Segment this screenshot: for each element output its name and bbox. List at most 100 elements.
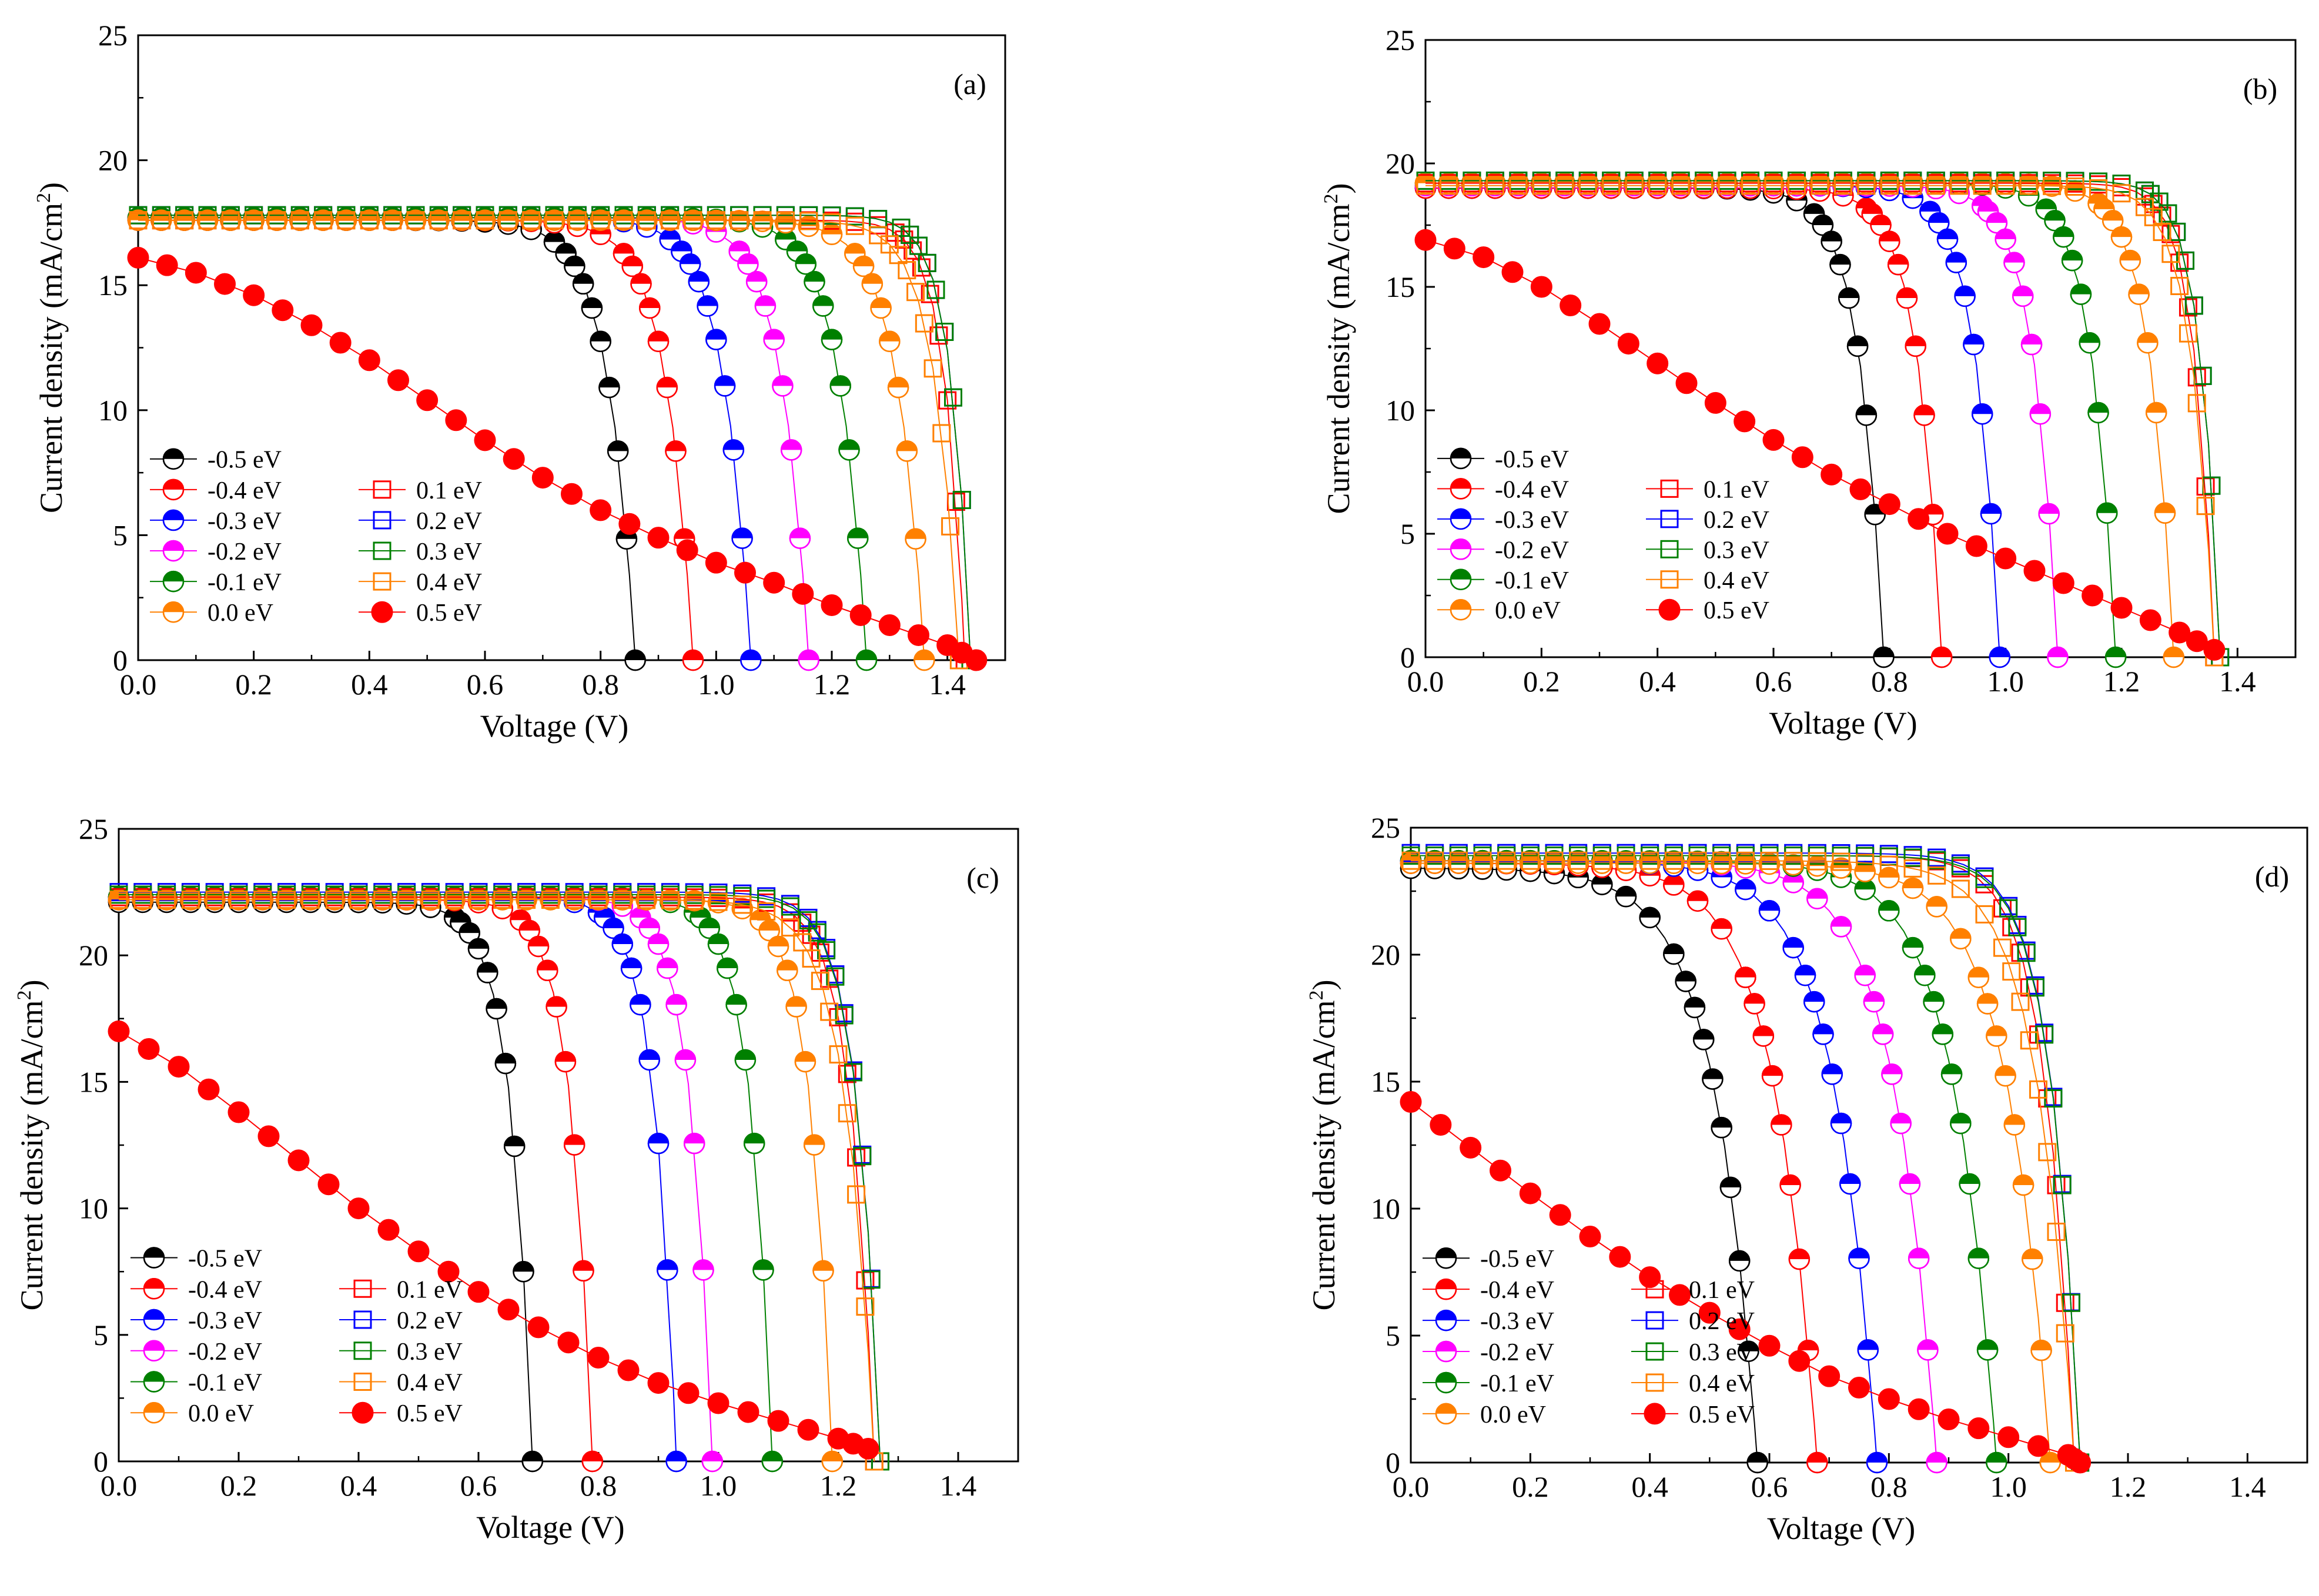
data-point (1995, 1065, 2016, 1087)
legend-label: 0.3 eV (1689, 1339, 1755, 1366)
data-point (527, 935, 550, 958)
data-point (1857, 176, 1876, 195)
data-point (1976, 993, 1999, 1015)
y-axis-title: Current density (mA/cm2) (14, 980, 49, 1311)
data-point (2043, 176, 2062, 195)
legend-marker (1645, 1373, 1664, 1392)
data-point (603, 917, 624, 939)
data-point (2047, 1222, 2066, 1241)
data-point (133, 891, 152, 909)
data-point (477, 962, 498, 983)
data-point (1930, 646, 1953, 668)
data-point (2163, 646, 2185, 668)
data-point (474, 429, 496, 451)
data-point (638, 1049, 660, 1071)
data-point (1736, 851, 1755, 870)
data-point (2030, 1339, 2052, 1361)
data-point (565, 891, 584, 909)
data-point (521, 1450, 544, 1473)
data-point (2002, 962, 2021, 981)
data-point (1926, 896, 1947, 918)
data-point (1975, 905, 1994, 924)
data-point (722, 439, 745, 461)
legend-label: -0.2 eV (1495, 537, 1569, 564)
data-point (445, 891, 464, 909)
panel-c: 0.0 0.2 0.4 0.6 0.8 1.0 1.2 1.4 0 5 10 15 20 25 Voltag… (14, 812, 1019, 1545)
data-point (459, 922, 480, 944)
data-point (290, 211, 309, 230)
data-point (1908, 1398, 1930, 1420)
legend-label: -0.1 eV (188, 1369, 262, 1396)
data-point (564, 255, 585, 277)
data-point (1545, 851, 1564, 870)
legend-label: -0.4 eV (1480, 1277, 1554, 1304)
x-tick-label: 0.8 (1870, 1470, 1908, 1503)
data-point (1473, 851, 1492, 870)
x-tick-label: 1.2 (2110, 1470, 2147, 1503)
data-point (1971, 403, 1993, 425)
data-point (2079, 332, 2100, 354)
y-axis-title-superscript: 2 (1320, 194, 1342, 204)
data-point (2089, 179, 2108, 198)
data-point (1625, 176, 1644, 195)
data-point (683, 1132, 705, 1155)
data-point (563, 1134, 585, 1156)
y-axis-title-superscript: 2 (33, 193, 55, 203)
data-point (181, 891, 200, 909)
data-point (1880, 176, 1899, 195)
data-point (752, 1259, 774, 1281)
legend-label: 0.2 eV (397, 1307, 463, 1334)
data-point (1794, 964, 1816, 986)
plot-frame (1410, 827, 2308, 1464)
data-point (772, 375, 794, 397)
data-point (676, 539, 698, 561)
data-point (358, 349, 380, 372)
data-point (857, 1437, 879, 1460)
data-point (647, 1132, 670, 1155)
legend-marker (352, 1401, 374, 1424)
x-tick-label: 0.2 (220, 1469, 257, 1502)
data-point (1999, 899, 2018, 918)
y-tick-label: 0 (113, 644, 128, 677)
data-point (590, 499, 612, 521)
data-point (2070, 283, 2092, 305)
data-point (781, 918, 799, 937)
data-point (684, 211, 702, 230)
legend-marker (143, 1401, 165, 1424)
legend-label: 0.5 eV (1704, 597, 1769, 624)
data-point (1762, 429, 1785, 451)
data-point (781, 897, 799, 916)
y-tick-label: 10 (98, 394, 128, 427)
data-point (527, 1316, 550, 1339)
data-point (1738, 1340, 1759, 1362)
data-point (730, 211, 749, 230)
data-point (2038, 503, 2060, 525)
data-point (1951, 879, 1970, 898)
data-point (1663, 874, 1685, 896)
data-point (679, 253, 701, 275)
data-point (1864, 504, 1886, 526)
data-point (647, 1372, 670, 1394)
data-point (2027, 1435, 2049, 1457)
data-point (2026, 978, 2044, 997)
data-point (1821, 463, 1843, 486)
data-point (1959, 1173, 1980, 1195)
data-point (1928, 866, 1946, 885)
legend: -0.5 eV -0.4 eV -0.3 eV -0.2 eV -0.1 eV 0.0 e… (150, 447, 482, 627)
y-axis-title: Current density (mA/cm2) (1320, 183, 1356, 514)
data-point (1887, 253, 1909, 276)
data-point (682, 649, 704, 671)
data-point (1569, 851, 1588, 870)
data-point (2017, 943, 2036, 962)
x-tick-label: 0.4 (340, 1469, 377, 1502)
legend-label: -0.5 eV (188, 1246, 262, 1273)
data-point (2119, 249, 2141, 272)
data-point (1744, 993, 1765, 1015)
data-point (1997, 1426, 2020, 1448)
data-point (1926, 1451, 1947, 1474)
data-point (821, 329, 843, 350)
data-point (453, 211, 471, 230)
data-point (1903, 848, 1922, 867)
data-point (1821, 230, 1842, 252)
legend-label: 0.4 eV (416, 569, 482, 596)
